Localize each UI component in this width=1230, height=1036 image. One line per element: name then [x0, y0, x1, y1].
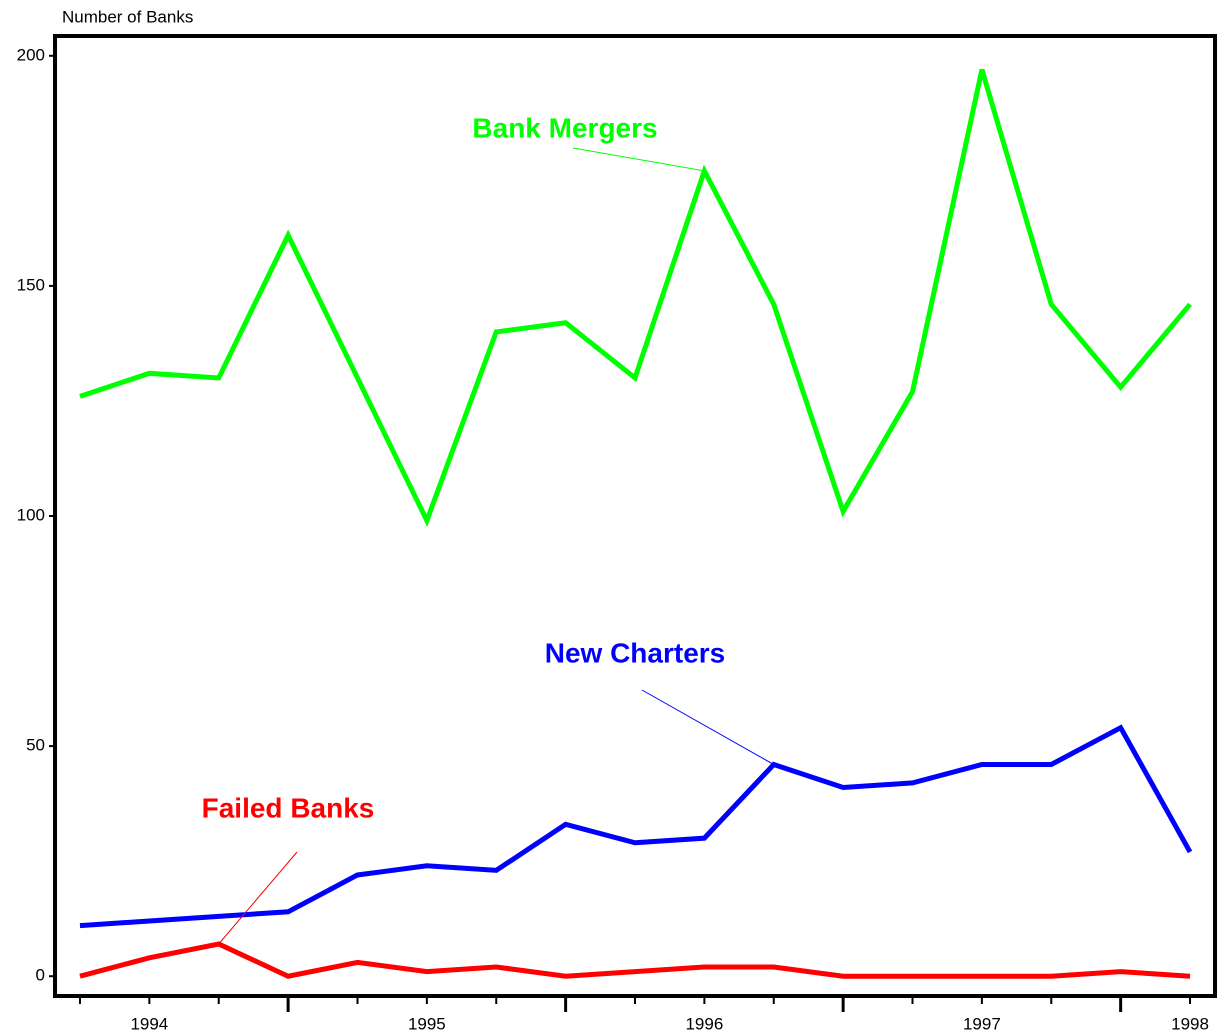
series-line	[79, 941, 1191, 979]
series-line	[79, 724, 1193, 929]
y-tick-label: 200	[17, 45, 45, 64]
plot-frame	[53, 34, 1217, 998]
x-tick-label: 1995	[408, 1014, 446, 1033]
series-line	[79, 68, 1192, 527]
x-tick-label: 1996	[685, 1014, 723, 1033]
series-label: Bank Mergers	[472, 112, 657, 143]
x-tick-label: 1994	[130, 1014, 168, 1033]
y-axis-label: Number of Banks	[62, 7, 193, 26]
y-tick-label: 150	[17, 275, 45, 294]
leader-line	[641, 689, 775, 765]
y-tick-label: 100	[17, 505, 45, 524]
y-tick-label: 0	[36, 966, 45, 985]
series-label: Failed Banks	[202, 792, 375, 823]
x-tick-label: 1997	[963, 1014, 1001, 1033]
series-label: New Charters	[545, 637, 726, 668]
x-tick-label: 1998	[1171, 1014, 1209, 1033]
y-tick-label: 50	[26, 736, 45, 755]
leader-line	[572, 147, 705, 172]
leader-line	[218, 851, 298, 945]
